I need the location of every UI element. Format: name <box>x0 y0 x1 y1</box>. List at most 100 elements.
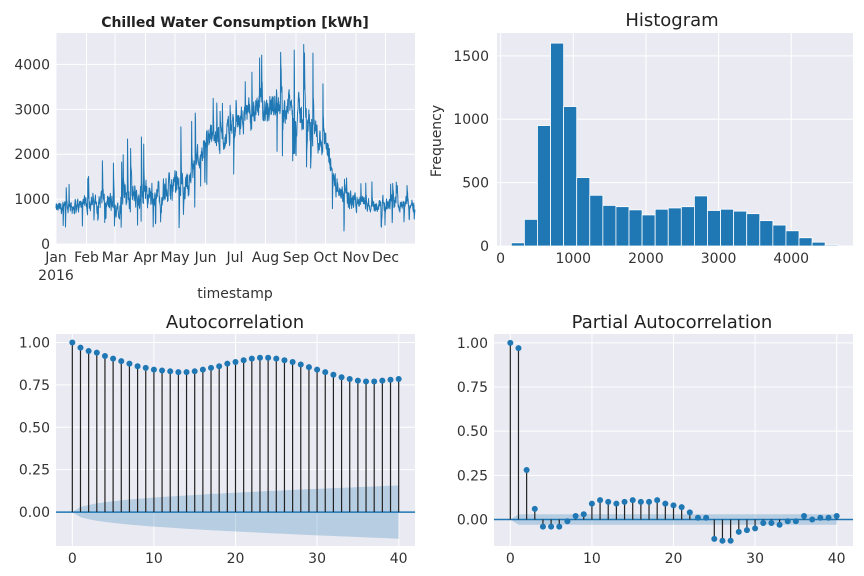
histogram-bar <box>785 230 800 247</box>
x-tick-label: May <box>161 250 190 266</box>
stem-marker <box>817 514 824 521</box>
x-tick-label: Dec <box>372 250 399 266</box>
y-tick-label: 0.75 <box>19 378 50 394</box>
stem-marker <box>768 520 775 527</box>
stem-marker <box>118 358 125 365</box>
stem-marker <box>256 354 263 361</box>
y-tick-label: 0.00 <box>19 505 50 521</box>
x-tick-label: 2000 <box>628 251 664 267</box>
stem-marker <box>85 347 92 354</box>
x-tick-label: 40 <box>828 551 846 567</box>
y-tick-label: 1.00 <box>19 335 50 351</box>
histogram-bar <box>563 106 578 247</box>
x-axis-label: timestamp <box>197 286 273 302</box>
x-tick-label: 20 <box>665 551 683 567</box>
stem-marker <box>183 369 190 376</box>
stem-marker <box>248 355 255 362</box>
stem-marker <box>792 518 799 525</box>
stem-marker <box>760 520 767 527</box>
stem-marker <box>515 345 522 352</box>
stem-marker <box>784 518 791 525</box>
histogram-bar <box>707 210 721 247</box>
stem-marker <box>167 368 174 375</box>
y-tick-label: 0.50 <box>457 424 488 440</box>
stem-marker <box>387 376 394 383</box>
histogram-bar <box>641 214 656 247</box>
x-tick-label: 30 <box>746 551 764 567</box>
stem-marker <box>395 375 402 382</box>
x-tick-label: 3000 <box>701 251 737 267</box>
stem-marker <box>613 500 620 507</box>
stem-marker <box>833 512 840 519</box>
y-tick-label: 0.25 <box>457 468 488 484</box>
autocorrelation-panel: 0.00 0.25 0.50 0.75 1.00 0 10 20 30 40 Autocorrel… <box>19 312 415 567</box>
histogram-bar <box>667 207 682 247</box>
stem-marker <box>281 357 288 364</box>
x-tick-label: Oct <box>313 250 338 266</box>
x-tick-label: Jun <box>194 250 217 266</box>
stem-marker <box>743 527 750 534</box>
y-tick-label: 1.00 <box>457 336 488 352</box>
stem-marker <box>572 512 579 519</box>
chart-title: Histogram <box>625 10 718 31</box>
chart-title: Chilled Water Consumption [kWh] <box>101 15 369 31</box>
histogram-bar <box>537 125 551 247</box>
histogram-bar <box>680 206 695 247</box>
acf-stems <box>56 339 415 539</box>
stem-marker <box>224 360 231 367</box>
consumption-line <box>55 43 416 232</box>
histogram-bar <box>693 195 708 247</box>
stem-marker <box>531 505 538 512</box>
y-tick-label: 1000 <box>453 112 489 128</box>
tick-labels: 0.00 0.25 0.50 0.75 1.00 0 10 20 30 40 <box>19 335 408 567</box>
stem-marker <box>330 371 337 378</box>
histogram-bars <box>510 42 839 247</box>
histogram-bar <box>824 244 839 247</box>
y-tick-label: 0.00 <box>457 513 488 529</box>
x-tick-label: Feb <box>74 250 99 266</box>
stem-marker <box>629 497 636 504</box>
stem-marker <box>646 498 653 505</box>
histogram-bar <box>759 220 774 247</box>
x-tick-label: 0 <box>506 551 515 567</box>
histogram-bar <box>720 208 735 247</box>
y-tick-label: 4000 <box>14 57 50 73</box>
stem-marker <box>621 498 628 505</box>
x-tick-label: Jul <box>226 250 244 266</box>
histogram-bar <box>772 224 787 247</box>
y-tick-label: 3000 <box>14 102 50 118</box>
x-tick-label: 0 <box>68 551 77 567</box>
x-tick-label: Aug <box>252 250 279 266</box>
stem-marker <box>662 500 669 507</box>
stem-marker <box>539 523 546 530</box>
histogram-bar <box>523 218 538 247</box>
stem-marker <box>379 377 386 384</box>
y-tick-label: 500 <box>462 176 489 192</box>
histogram-bar <box>746 213 761 247</box>
stem-marker <box>338 374 345 381</box>
partial-autocorrelation-panel: 0.00 0.25 0.50 0.75 1.00 0 10 20 30 40 Partial Au… <box>457 312 853 567</box>
stem-marker <box>354 377 361 384</box>
histogram-bar <box>576 177 591 247</box>
stem-marker <box>548 523 555 530</box>
chart-title: Autocorrelation <box>166 312 304 333</box>
series-line <box>55 43 416 232</box>
y-tick-label: 0.75 <box>457 380 488 396</box>
histogram-bar <box>628 209 643 247</box>
stem-marker <box>735 528 742 535</box>
histogram-bar <box>510 242 525 247</box>
stem-marker <box>232 358 239 365</box>
y-tick-label: 2000 <box>14 147 50 163</box>
y-tick-label: 1000 <box>14 192 50 208</box>
stem-marker <box>719 537 726 544</box>
stem-marker <box>637 498 644 505</box>
stem-marker <box>150 366 157 373</box>
stem-marker <box>199 366 206 373</box>
stem-marker <box>371 378 378 385</box>
stem-marker <box>605 498 612 505</box>
x-tick-label: Apr <box>133 250 157 266</box>
stem-marker <box>77 344 84 351</box>
stem-marker <box>703 514 710 521</box>
stem-marker <box>711 535 718 542</box>
stem-marker <box>110 355 117 362</box>
